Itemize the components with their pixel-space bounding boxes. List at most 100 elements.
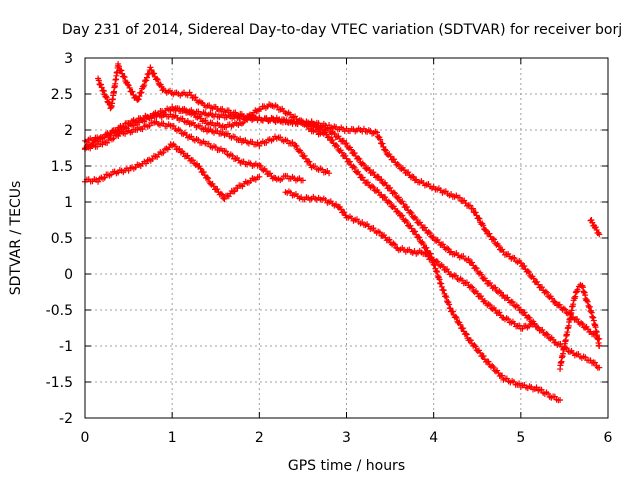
data-point xyxy=(516,380,523,387)
data-point xyxy=(210,183,217,190)
data-point xyxy=(582,324,589,331)
data-point xyxy=(95,77,102,84)
data-point xyxy=(453,314,460,321)
data-point xyxy=(363,166,370,173)
data-point xyxy=(184,152,191,159)
data-point xyxy=(424,250,431,257)
data-point xyxy=(475,214,482,221)
data-point xyxy=(544,331,551,338)
data-point xyxy=(383,182,390,189)
data-point xyxy=(492,307,499,314)
data-point xyxy=(326,125,333,132)
data-point xyxy=(135,96,142,103)
data-point xyxy=(421,224,428,231)
data-point xyxy=(136,93,143,100)
data-point xyxy=(462,330,469,337)
data-point xyxy=(467,337,474,344)
data-point xyxy=(141,82,148,89)
data-point xyxy=(469,284,476,291)
data-point xyxy=(320,130,327,137)
data-point xyxy=(359,174,366,181)
data-point xyxy=(306,158,313,165)
data-point xyxy=(362,180,369,187)
data-point xyxy=(591,359,598,366)
data-point xyxy=(341,209,348,216)
data-point xyxy=(543,330,550,337)
data-point xyxy=(170,122,177,129)
data-point xyxy=(377,136,384,143)
data-point xyxy=(390,240,397,247)
y-tick-label: -1.5 xyxy=(46,375,73,391)
data-point xyxy=(460,325,467,332)
data-point xyxy=(469,205,476,212)
data-point xyxy=(452,313,459,320)
data-point xyxy=(189,157,196,164)
data-point xyxy=(97,81,104,88)
x-tick-label: 2 xyxy=(255,430,264,446)
data-point xyxy=(534,323,541,330)
data-point xyxy=(489,362,496,369)
data-point xyxy=(392,190,399,197)
y-tick-label: 2 xyxy=(64,123,73,139)
data-point xyxy=(463,331,470,338)
data-point xyxy=(440,287,447,294)
data-point xyxy=(329,137,336,144)
data-point xyxy=(374,129,381,136)
data-point xyxy=(129,88,136,95)
data-point xyxy=(526,314,533,321)
data-point xyxy=(331,130,338,137)
data-point xyxy=(267,170,274,177)
data-point xyxy=(557,397,564,403)
data-point xyxy=(468,283,475,290)
data-point xyxy=(394,161,401,168)
y-axis-label: SDTVAR / TECUs xyxy=(8,181,24,296)
data-point xyxy=(428,256,435,263)
data-point xyxy=(485,301,492,308)
data-point xyxy=(434,258,441,265)
data-point xyxy=(138,89,145,96)
data-point xyxy=(143,77,150,84)
data-point xyxy=(346,158,353,165)
y-tick-label: 2.5 xyxy=(51,87,73,103)
data-point xyxy=(103,94,110,101)
data-point xyxy=(143,160,150,167)
data-point xyxy=(360,161,367,168)
data-point xyxy=(539,284,546,291)
data-point xyxy=(163,145,170,152)
data-point xyxy=(348,146,355,153)
data-point xyxy=(492,284,499,291)
data-point xyxy=(219,191,226,198)
data-point xyxy=(420,241,427,248)
data-point xyxy=(511,255,518,262)
data-point xyxy=(446,301,453,308)
data-point xyxy=(525,269,532,276)
data-point xyxy=(426,230,433,237)
data-point xyxy=(200,169,207,176)
y-tick-label: 0.5 xyxy=(51,231,73,247)
data-point xyxy=(521,263,528,270)
y-tick-label: -2 xyxy=(59,411,73,427)
data-point xyxy=(425,228,432,235)
data-point xyxy=(486,230,493,237)
data-point xyxy=(533,384,540,391)
data-point xyxy=(407,222,414,229)
series-s5 xyxy=(95,60,603,342)
data-point xyxy=(124,81,131,88)
data-point xyxy=(476,215,483,222)
series-s4 xyxy=(82,118,306,184)
data-point xyxy=(499,372,506,379)
data-point xyxy=(469,259,476,266)
data-point xyxy=(534,278,541,285)
data-point xyxy=(100,87,107,94)
x-tick-label: 1 xyxy=(168,430,177,446)
data-point xyxy=(538,386,545,393)
data-point xyxy=(115,63,122,70)
y-tick-label: 0 xyxy=(64,267,73,283)
data-point xyxy=(413,216,420,223)
y-tick-label: 1.5 xyxy=(51,159,73,175)
data-point xyxy=(437,242,444,249)
x-tick-label: 5 xyxy=(516,430,525,446)
data-point xyxy=(543,289,550,296)
data-point xyxy=(588,217,595,224)
data-series xyxy=(82,60,603,404)
